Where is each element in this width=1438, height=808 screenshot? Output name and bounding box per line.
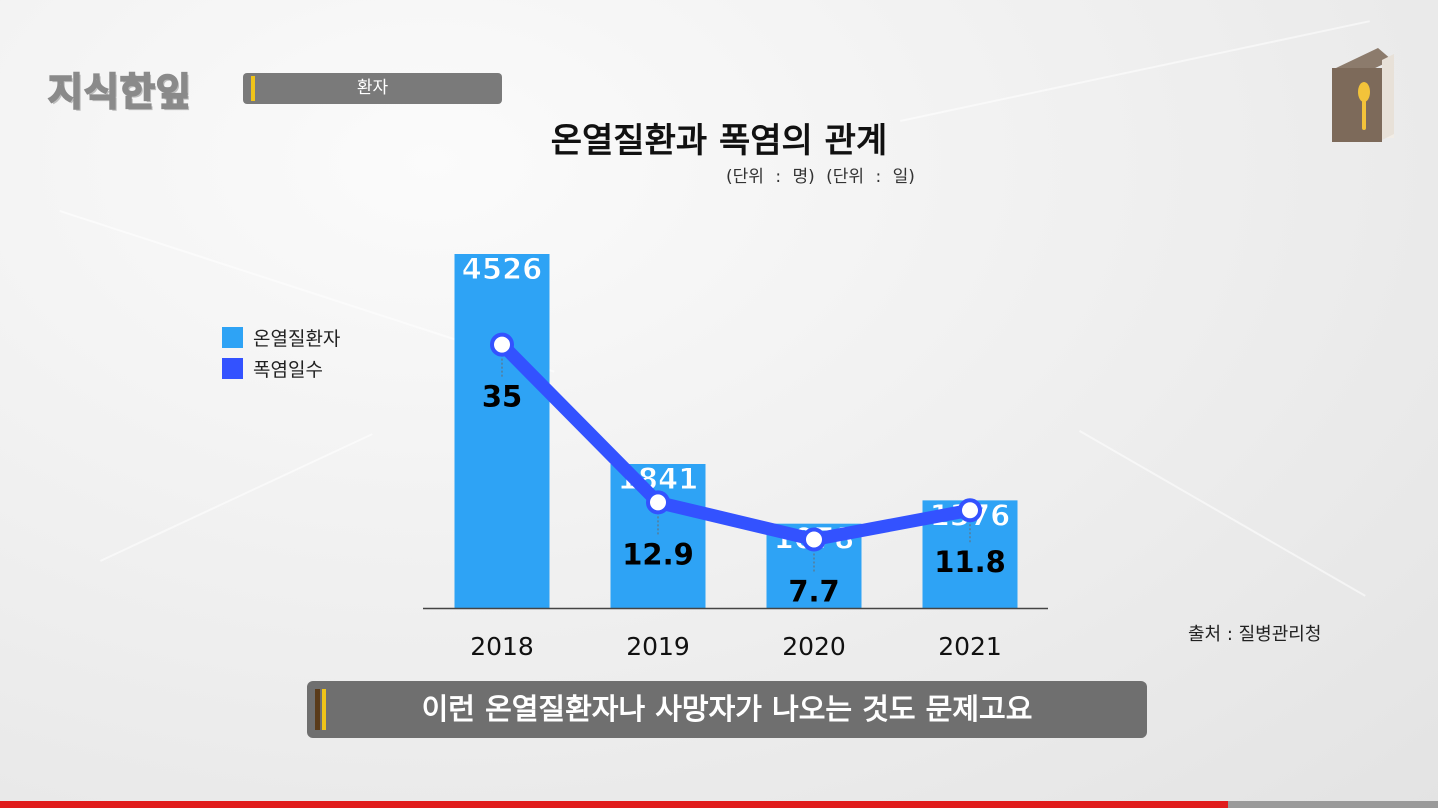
subtitle-bar: 이런 온열질환자나 사망자가 나오는 것도 문제고요 [307,681,1147,738]
legend-swatch-patients [222,327,243,348]
subtitle-accent-dark [315,689,320,730]
line-value-label: 12.9 [622,537,694,571]
channel-logo: 지식한잎 [47,69,192,115]
legend-item-heatwave-days: 폭염일수 [222,353,340,384]
x-tick-label: 2021 [938,632,1002,661]
chart-title: 온열질환과 폭염의 관계 [550,121,888,161]
line-value-label: 11.8 [934,545,1006,579]
units-label: (단위 : 명) (단위 : 일) [726,167,915,187]
topic-accent [251,76,255,101]
legend-swatch-heatwave-days [222,358,243,379]
x-tick-label: 2018 [470,632,534,661]
bar-2018 [454,254,550,608]
x-tick-label: 2020 [782,632,846,661]
topic-bar: 환자 [243,73,502,104]
legend-label-patients: 온열질환자 [253,328,341,350]
bar-value-label: 4526 [462,252,543,286]
line-point [958,498,982,523]
heatwave-days-line [495,338,977,547]
legend-item-patients: 온열질환자 [222,322,340,353]
chart-legend: 온열질환자 폭염일수 [222,322,340,384]
subtitle-text: 이런 온열질환자나 사망자가 나오는 것도 문제고요 [421,692,1033,726]
video-progress-bar[interactable] [0,801,1229,808]
line-value-label: 35 [482,380,522,414]
book-spoon-icon [1332,48,1394,142]
subtitle-accent [322,689,326,730]
legend-label-heatwave-days: 폭염일수 [253,359,323,381]
line-point [490,332,514,357]
x-tick-label: 2019 [626,632,690,661]
video-progress-track[interactable] [1228,801,1438,808]
source-label: 출처 : 질병관리청 [1188,624,1322,645]
line-point [646,490,670,515]
line-value-label: 7.7 [788,575,839,609]
line-point [802,527,826,552]
topic-label: 환자 [356,78,389,98]
bar-2019 [610,464,706,608]
